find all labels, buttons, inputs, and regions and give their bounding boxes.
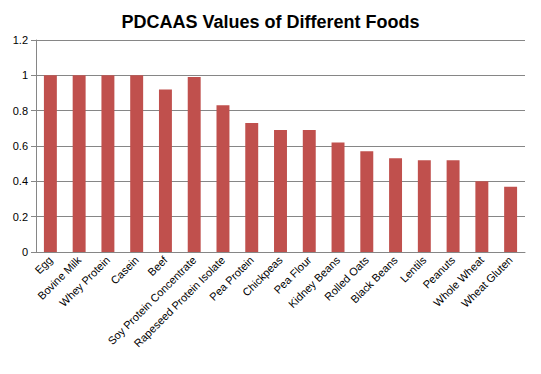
svg-text:Whole Wheat: Whole Wheat bbox=[431, 253, 487, 309]
svg-text:0.8: 0.8 bbox=[13, 105, 28, 117]
svg-text:Chickpeas: Chickpeas bbox=[240, 253, 285, 299]
svg-text:1: 1 bbox=[22, 69, 28, 81]
svg-text:Peanuts: Peanuts bbox=[420, 253, 458, 291]
svg-text:Rapeseed Protein Isolate: Rapeseed Protein Isolate bbox=[131, 253, 228, 350]
svg-text:Egg: Egg bbox=[32, 254, 54, 276]
svg-text:0.4: 0.4 bbox=[13, 175, 28, 187]
svg-text:0.2: 0.2 bbox=[13, 211, 28, 223]
svg-text:Soy Protein Concentrate: Soy Protein Concentrate bbox=[105, 253, 199, 347]
svg-text:Beef: Beef bbox=[145, 253, 170, 278]
svg-text:Lentils: Lentils bbox=[397, 253, 429, 285]
svg-text:Casein: Casein bbox=[108, 254, 141, 287]
svg-text:Rolled Oats: Rolled Oats bbox=[322, 253, 371, 303]
svg-text:PDCAAS Values of Different Foo: PDCAAS Values of Different Foods bbox=[121, 12, 419, 32]
svg-text:Kidney Beans: Kidney Beans bbox=[285, 253, 343, 311]
svg-text:1.2: 1.2 bbox=[13, 34, 28, 46]
svg-text:Black Beans: Black Beans bbox=[348, 253, 400, 305]
svg-text:Pea Flour: Pea Flour bbox=[271, 253, 314, 296]
svg-text:Whey Protein: Whey Protein bbox=[57, 254, 112, 309]
svg-text:0.6: 0.6 bbox=[13, 140, 28, 152]
svg-text:Wheat Gluten: Wheat Gluten bbox=[459, 254, 515, 310]
svg-text:Bovine Milk: Bovine Milk bbox=[35, 253, 84, 302]
svg-text:Pea Protein: Pea Protein bbox=[206, 253, 256, 303]
svg-text:0: 0 bbox=[22, 246, 28, 258]
